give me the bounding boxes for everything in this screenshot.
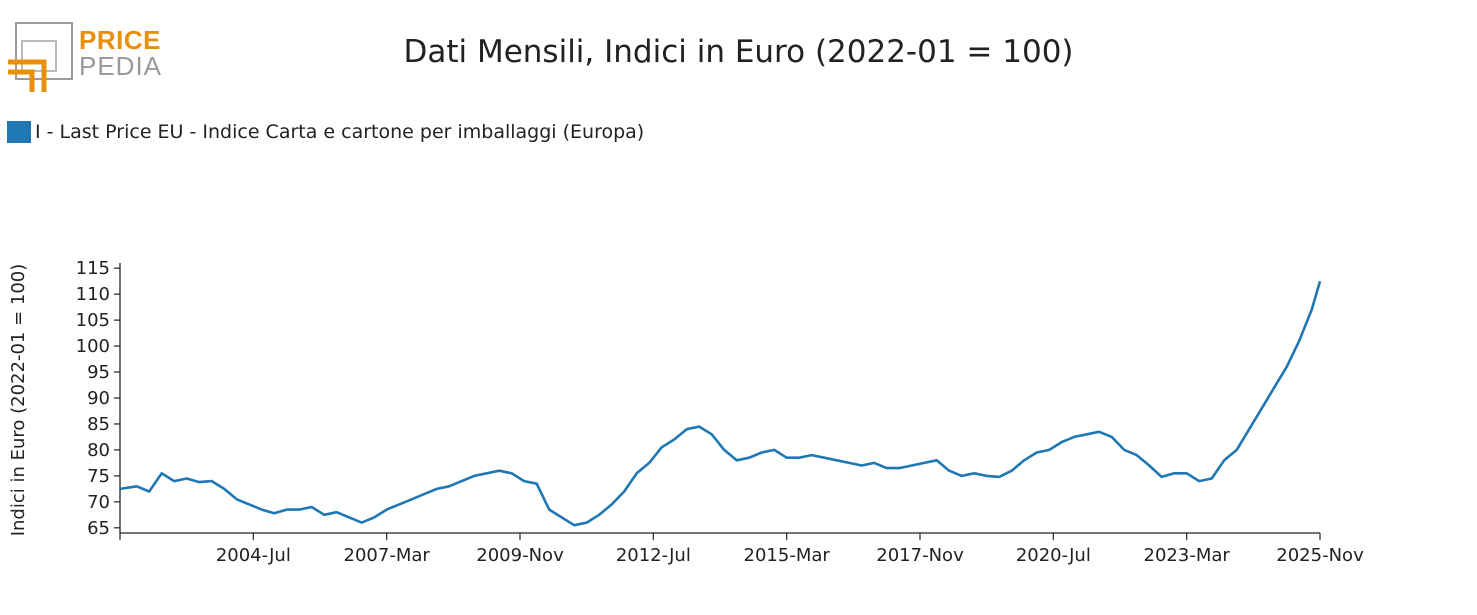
logo-text-pedia: PEDIA xyxy=(79,51,163,81)
x-axis: 2004-Jul 2007-Mar 2009-Nov 2012-Jul 2015-Mar… xyxy=(119,532,1364,566)
y-axis: 65 70 75 80 85 90 95 100 105 110 115 xyxy=(76,258,121,539)
x-tick-label: 2009-Nov xyxy=(476,545,564,566)
chart-legend[interactable]: I - Last Price EU - Indice Carta e carto… xyxy=(7,121,644,143)
logo-mark-icon xyxy=(8,22,73,92)
y-tick-label: 85 xyxy=(87,414,110,435)
series-line xyxy=(119,280,1322,527)
y-tick-label: 80 xyxy=(87,440,110,461)
pricepedia-logo: PRICE PEDIA xyxy=(6,20,166,95)
y-tick-label: 70 xyxy=(87,492,110,513)
y-tick-label: 115 xyxy=(76,258,110,279)
logo-text-price: PRICE xyxy=(79,25,161,55)
x-tick-label: 2015-Mar xyxy=(744,545,831,566)
x-tick-label: 2017-Nov xyxy=(876,545,964,566)
y-tick-label: 105 xyxy=(76,310,110,331)
y-tick-label: 95 xyxy=(87,362,110,383)
y-tick-label: 100 xyxy=(76,336,110,357)
y-tick-label: 90 xyxy=(87,388,110,409)
x-tick-label: 2012-Jul xyxy=(616,545,691,566)
y-tick-label: 110 xyxy=(76,284,110,305)
legend-swatch xyxy=(7,121,31,143)
y-axis-label: Indici in Euro (2022-01 = 100) xyxy=(8,264,29,537)
x-tick-label: 2007-Mar xyxy=(344,545,431,566)
x-tick-label: 2020-Jul xyxy=(1016,545,1091,566)
y-tick-label: 75 xyxy=(87,466,110,487)
x-tick-label: 2025-Nov xyxy=(1276,545,1364,566)
y-tick-label: 65 xyxy=(87,518,110,539)
chart-title: Dati Mensili, Indici in Euro (2022-01 = … xyxy=(403,34,1074,70)
legend-label: I - Last Price EU - Indice Carta e carto… xyxy=(35,121,645,143)
x-tick-label: 2023-Mar xyxy=(1144,545,1231,566)
x-tick-label: 2004-Jul xyxy=(216,545,291,566)
series-layer xyxy=(119,280,1322,527)
